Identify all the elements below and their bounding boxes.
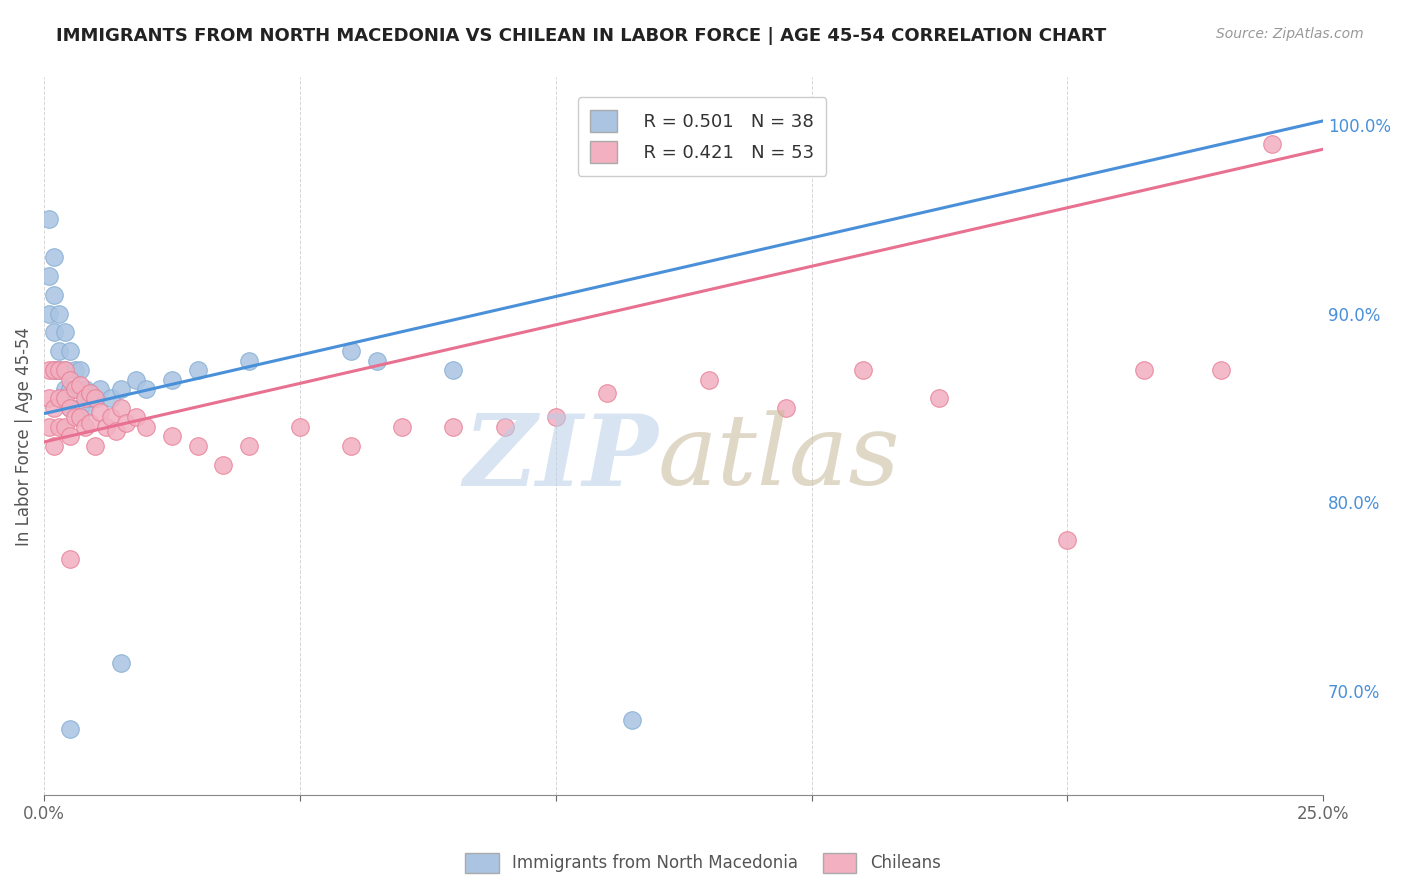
Point xyxy=(69,378,91,392)
Legend: Immigrants from North Macedonia, Chileans: Immigrants from North Macedonia, Chilean… xyxy=(458,847,948,880)
Point xyxy=(1261,136,1284,151)
Point xyxy=(48,344,70,359)
Text: Source: ZipAtlas.com: Source: ZipAtlas.com xyxy=(1216,27,1364,41)
Point xyxy=(238,439,260,453)
Point xyxy=(48,392,70,406)
Point xyxy=(125,410,148,425)
Point xyxy=(38,392,60,406)
Point xyxy=(110,656,132,670)
Point xyxy=(340,439,363,453)
Point xyxy=(59,373,82,387)
Point xyxy=(38,419,60,434)
Point xyxy=(125,373,148,387)
Point xyxy=(73,401,96,415)
Point xyxy=(59,722,82,736)
Point xyxy=(441,419,464,434)
Point xyxy=(160,373,183,387)
Point xyxy=(110,382,132,396)
Point xyxy=(53,382,76,396)
Point xyxy=(59,552,82,566)
Text: IMMIGRANTS FROM NORTH MACEDONIA VS CHILEAN IN LABOR FORCE | AGE 45-54 CORRELATIO: IMMIGRANTS FROM NORTH MACEDONIA VS CHILE… xyxy=(56,27,1107,45)
Point xyxy=(79,416,101,430)
Point xyxy=(48,419,70,434)
Point xyxy=(63,382,86,396)
Point xyxy=(104,424,127,438)
Point xyxy=(115,416,138,430)
Point xyxy=(73,382,96,396)
Point xyxy=(84,439,107,453)
Point xyxy=(100,410,122,425)
Point xyxy=(212,458,235,472)
Point xyxy=(1133,363,1156,377)
Text: ZIP: ZIP xyxy=(463,409,658,506)
Point xyxy=(44,363,66,377)
Point xyxy=(48,363,70,377)
Point xyxy=(340,344,363,359)
Point xyxy=(79,392,101,406)
Point xyxy=(135,382,157,396)
Point xyxy=(697,373,720,387)
Point xyxy=(596,385,619,400)
Point xyxy=(73,419,96,434)
Point xyxy=(69,410,91,425)
Point xyxy=(94,419,117,434)
Point xyxy=(1209,363,1232,377)
Point xyxy=(775,401,797,415)
Point xyxy=(44,326,66,340)
Legend:   R = 0.501   N = 38,   R = 0.421   N = 53: R = 0.501 N = 38, R = 0.421 N = 53 xyxy=(578,97,827,176)
Point xyxy=(44,363,66,377)
Point xyxy=(1056,533,1078,548)
Text: atlas: atlas xyxy=(658,410,901,506)
Point xyxy=(621,713,644,727)
Point xyxy=(38,268,60,283)
Point xyxy=(73,392,96,406)
Y-axis label: In Labor Force | Age 45-54: In Labor Force | Age 45-54 xyxy=(15,326,32,546)
Point xyxy=(59,382,82,396)
Point xyxy=(84,392,107,406)
Point xyxy=(494,419,516,434)
Point xyxy=(59,344,82,359)
Point xyxy=(53,363,76,377)
Point xyxy=(69,401,91,415)
Point xyxy=(53,392,76,406)
Point xyxy=(44,401,66,415)
Point xyxy=(366,353,388,368)
Point xyxy=(59,401,82,415)
Point xyxy=(59,429,82,443)
Point xyxy=(63,363,86,377)
Point xyxy=(135,419,157,434)
Point xyxy=(391,419,413,434)
Point xyxy=(89,382,111,396)
Point xyxy=(187,363,209,377)
Point xyxy=(53,419,76,434)
Point xyxy=(928,392,950,406)
Point xyxy=(79,385,101,400)
Point xyxy=(44,287,66,301)
Point xyxy=(187,439,209,453)
Point xyxy=(38,212,60,227)
Point xyxy=(544,410,567,425)
Point xyxy=(852,363,875,377)
Point xyxy=(160,429,183,443)
Point xyxy=(63,382,86,396)
Point xyxy=(100,392,122,406)
Point xyxy=(53,326,76,340)
Point xyxy=(44,439,66,453)
Point xyxy=(441,363,464,377)
Point xyxy=(110,401,132,415)
Point xyxy=(59,401,82,415)
Point xyxy=(38,363,60,377)
Point xyxy=(84,392,107,406)
Point xyxy=(69,363,91,377)
Point xyxy=(48,363,70,377)
Point xyxy=(89,405,111,419)
Point xyxy=(48,306,70,320)
Point xyxy=(288,419,311,434)
Point xyxy=(44,250,66,264)
Point xyxy=(238,353,260,368)
Point xyxy=(38,306,60,320)
Point xyxy=(63,410,86,425)
Point xyxy=(53,363,76,377)
